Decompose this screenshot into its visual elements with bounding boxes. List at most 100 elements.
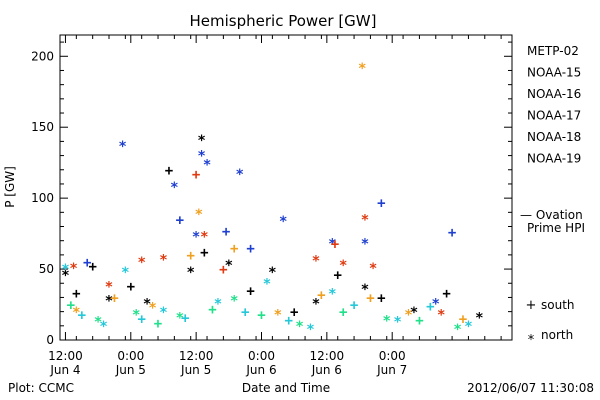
marker-legend: + south * north [526,298,575,348]
data-point: * [464,319,472,335]
data-point: + [230,241,238,257]
data-point: * [170,180,178,196]
y-axis-label: P [GW] [3,166,17,208]
data-point: * [437,308,445,324]
data-point: + [285,313,293,329]
data-point: + [459,312,467,328]
data-point: * [393,315,401,331]
data-point: + [208,302,216,318]
data-point: * [186,265,194,281]
x-tick-label: 0:00 [248,349,275,363]
data-point: * [121,265,129,281]
legend-entry: METP-02 [527,44,579,58]
data-point: * [361,282,369,298]
plot-timestamp: 2012/06/07 11:30:08 [467,381,594,395]
x-tick-label: 0:00 [379,349,406,363]
data-point: + [165,163,173,179]
data-point: * [195,207,203,223]
data-point: * [432,296,440,312]
x-tick-label: Jun 6 [311,363,342,377]
data-point: * [410,305,418,321]
data-point: + [137,312,145,328]
legend-entry: NOAA-18 [527,130,581,144]
x-tick-label: Jun 5 [115,363,146,377]
legend-entry: NOAA-19 [527,152,581,166]
data-point: * [159,252,167,268]
x-tick-label: 12:00 [179,349,214,363]
chart-legend: METP-02 NOAA-15 NOAA-16 NOAA-17 NOAA-18 NOAA-… [527,44,581,166]
data-point: * [61,262,69,278]
legend-entry: NOAA-16 [527,87,581,101]
data-point: + [442,286,450,302]
data-point: * [358,61,366,77]
data-point: * [94,315,102,331]
chart-title: Hemispheric Power [GW] [190,12,377,30]
data-point: * [328,237,336,253]
data-point: + [290,305,298,321]
data-point: + [176,212,184,228]
data-point: * [61,268,69,284]
data-point: * [312,254,320,270]
y-tick-label: 50 [39,262,54,276]
data-point: * [197,133,205,149]
data-point: * [143,296,151,312]
data-point: + [366,290,374,306]
data-point: * [453,322,461,338]
data-point: * [295,319,303,335]
data-point: * [306,322,314,338]
legend-entry: NOAA-17 [527,109,581,123]
data-point: + [154,316,162,332]
data-point: * [225,258,233,274]
data-point: * [105,279,113,295]
data-point: * [148,301,156,317]
data-point: * [263,276,271,292]
data-point: * [118,139,126,155]
data-point: * [361,213,369,229]
legend-entry: NOAA-15 [527,66,581,80]
y-tick-label: 0 [46,333,54,347]
data-point: * [312,296,320,312]
data-point: * [192,230,200,246]
data-point: * [369,261,377,277]
ovation-legend-text: Prime HPI [527,221,585,235]
data-point: * [197,149,205,165]
data-point: * [235,167,243,183]
data-point: + [219,262,227,278]
data-point: * [99,319,107,335]
data-point: * [328,286,336,302]
plot-credit: Plot: CCMC [8,381,74,395]
data-point: + [448,225,456,241]
x-tick-label: Jun 4 [49,363,80,377]
data-point: + [181,310,189,326]
y-axis: 0 50 100 150 200 [31,41,512,347]
data-point: * [383,313,391,329]
data-point: * [339,258,347,274]
data-point: * [176,310,184,326]
data-point: + [415,313,423,329]
data-point: * [230,293,238,309]
data-point: + [257,307,265,323]
data-point: * [72,305,80,321]
data-point: * [132,308,140,324]
data-point: * [361,237,369,253]
data-point: + [317,288,325,304]
data-point: + [334,268,342,284]
marker-legend-label: north [541,328,573,342]
data-point: + [246,241,254,257]
x-axis-label: Date and Time [242,381,330,395]
x-tick-label: 12:00 [310,349,345,363]
data-point: * [404,308,412,324]
data-point: + [186,248,194,264]
x-tick-label: Jun 7 [376,363,407,377]
data-point: + [200,245,208,261]
data-point: * [200,230,208,246]
data-point: + [127,279,135,295]
x-tick-label: 12:00 [48,349,83,363]
ovation-legend-text: — Ovation [520,208,583,222]
data-points: *++*+*+**+*+*+*+*+*+*+**+***+*+** *++**+*… [61,61,483,338]
plot-frame [59,34,513,341]
data-point: * [69,261,77,277]
